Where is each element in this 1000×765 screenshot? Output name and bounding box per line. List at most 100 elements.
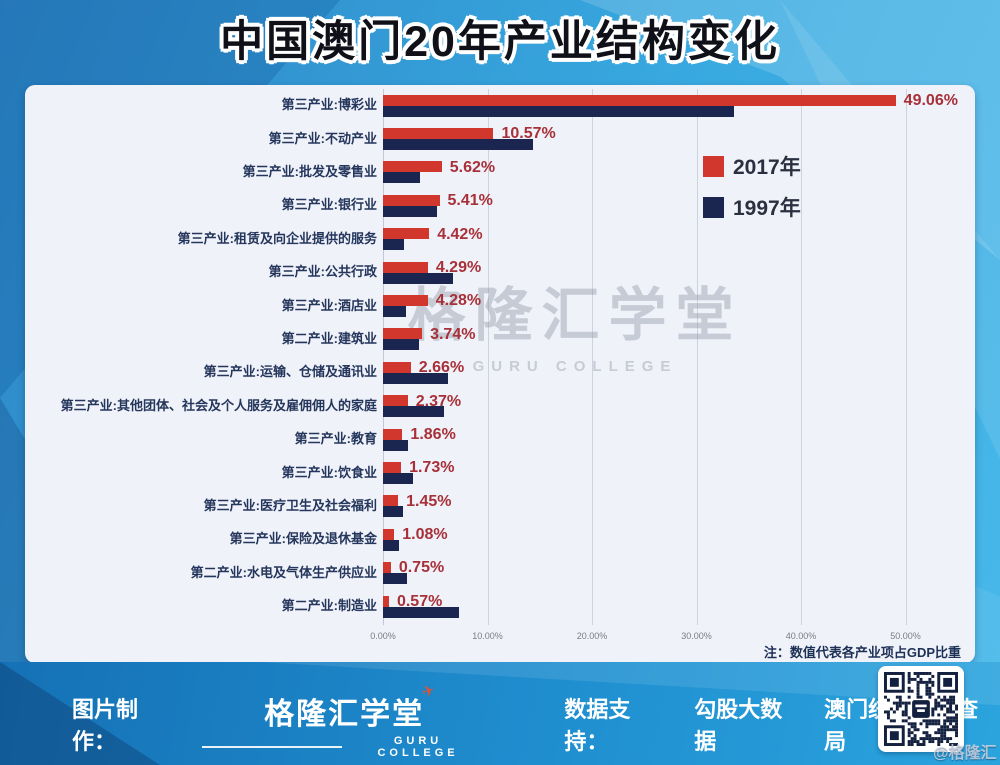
bar-area: 1.86% [383, 423, 975, 456]
value-label: 1.45% [406, 492, 452, 510]
page-title: 中国澳门20年产业结构变化 [220, 18, 780, 66]
value-label: 4.28% [435, 292, 482, 310]
chart-row: 第二产业:制造业 0.57% [25, 590, 975, 623]
value-label: 0.57% [396, 592, 443, 610]
legend-swatch-2017 [703, 155, 724, 177]
category-label: 第三产业:医疗卫生及社会福利 [203, 497, 377, 513]
chart-row: 第三产业:教育 1.86% [25, 423, 975, 456]
category-label: 第二产业:制造业 [281, 598, 377, 614]
bar-area: 49.06% [383, 89, 975, 122]
bar-area: 1.45% [383, 490, 975, 523]
category-label: 第二产业:建筑业 [281, 330, 377, 346]
footer-background [0, 662, 1000, 765]
value-label: 10.57% [501, 125, 556, 143]
made-by-label: 图片制作： [72, 696, 139, 754]
bar-1997 [383, 172, 420, 184]
chart-row: 第三产业:公共行政 4.29% [25, 256, 975, 289]
data-support-label: 数据支持： [564, 696, 631, 754]
gridline [383, 89, 384, 625]
bar-2017 [383, 261, 428, 273]
value-label: 4.42% [437, 225, 483, 243]
qr-caption: @格隆汇 [933, 745, 997, 762]
data-source-1: 勾股大数据 [694, 696, 783, 754]
value-label: 1.73% [409, 459, 455, 477]
gridline [487, 89, 489, 625]
chart-row: 第三产业:博彩业 49.06% [25, 89, 975, 122]
brand-name-en: GURU COLLEGE [377, 734, 459, 759]
chart-row: 第三产业:医疗卫生及社会福利 1.45% [25, 490, 975, 523]
bar-area: 2.66% [383, 356, 975, 389]
bar-area: 4.29% [383, 256, 975, 289]
chart-row: 第三产业:批发及零售业 5.62% [25, 156, 975, 189]
bar-2017 [383, 395, 408, 407]
bar-area: 1.73% [383, 456, 975, 489]
chart-row: 第三产业:保险及退休基金 1.08% [25, 523, 975, 556]
category-label: 第三产业:租赁及向企业提供的服务 [177, 230, 377, 246]
bar-1997 [383, 573, 408, 585]
category-label: 第二产业:水电及气体生产供应业 [190, 564, 377, 580]
bar-1997 [383, 239, 404, 251]
category-label: 第三产业:饮食业 [281, 464, 377, 480]
bar-2017 [383, 562, 391, 574]
value-label: 2.66% [418, 359, 465, 377]
value-label: 49.06% [903, 92, 958, 109]
chart-row: 第三产业:运输、仓储及通讯业 2.66% [25, 356, 975, 389]
bar-1997 [383, 472, 414, 484]
chart-row: 第三产业:银行业 5.41% [25, 189, 975, 222]
legend-item-2017: 2017年 [703, 151, 801, 181]
bar-1997 [383, 439, 409, 451]
gridline [696, 89, 698, 625]
legend-label-2017: 2017年 [733, 156, 801, 179]
bar-2017 [383, 94, 896, 106]
chart-row: 第二产业:建筑业 3.74% [25, 323, 975, 356]
bar-area: 4.42% [383, 223, 975, 256]
bar-area: 5.62% [383, 156, 975, 189]
category-label: 第三产业:批发及零售业 [242, 164, 377, 179]
bar-2017 [383, 128, 494, 140]
bar-area: 0.75% [383, 556, 975, 589]
category-label: 第三产业:银行业 [281, 197, 377, 213]
bar-1997 [383, 406, 444, 418]
legend-label-1997: 1997年 [733, 197, 801, 220]
bar-1997 [383, 272, 453, 284]
chart-card: 格隆汇学堂 GURU COLLEGE 第三产业:博彩业 49.06% 第三产业:不动… [25, 85, 975, 663]
qr-code [878, 666, 964, 752]
bar-area: 10.57% [383, 122, 975, 155]
x-tick-label: 50.00% [890, 631, 921, 641]
qr-code-pattern [884, 672, 958, 746]
chart-row: 第三产业:酒店业 4.28% [25, 289, 975, 322]
category-label: 第三产业:运输、仓储及通讯业 [203, 364, 377, 380]
footer-bar: 图片制作： ✈ 格隆汇学堂 GURU COLLEGE 数据支持： 勾股大数据 澳… [0, 681, 1000, 765]
bar-area: 5.41% [383, 189, 975, 222]
value-label: 0.75% [398, 559, 445, 577]
bar-2017 [383, 161, 442, 173]
bar-2017 [383, 461, 402, 473]
bar-1997 [383, 306, 406, 318]
gridline [801, 89, 802, 625]
chart-row: 第三产业:不动产业 10.57% [25, 122, 975, 155]
value-label: 5.62% [449, 158, 496, 176]
bar-2017 [383, 361, 411, 373]
bar-2017 [383, 295, 428, 307]
bar-1997 [383, 105, 735, 117]
chart-row: 第二产业:水电及气体生产供应业 0.75% [25, 556, 975, 589]
value-label: 4.29% [435, 258, 482, 276]
x-tick-label: 30.00% [681, 631, 712, 641]
bar-area: 2.37% [383, 390, 975, 423]
value-label: 2.37% [415, 392, 462, 410]
value-label: 3.74% [430, 325, 476, 343]
x-tick-label: 20.00% [576, 631, 608, 641]
bar-area: 0.57% [383, 590, 975, 623]
legend-swatch-1997 [703, 196, 724, 218]
bar-2017 [383, 228, 430, 240]
value-label: 1.08% [402, 526, 448, 544]
bar-1997 [383, 205, 438, 217]
bar-1997 [383, 506, 403, 518]
category-label: 第三产业:其他团体、社会及个人服务及雇佣佣人的家庭 [60, 397, 377, 413]
chart-legend: 2017年 1997年 [703, 151, 801, 222]
bar-2017 [383, 194, 440, 206]
bar-2017 [383, 495, 399, 507]
value-label: 5.41% [447, 192, 493, 210]
bar-2017 [383, 328, 423, 340]
